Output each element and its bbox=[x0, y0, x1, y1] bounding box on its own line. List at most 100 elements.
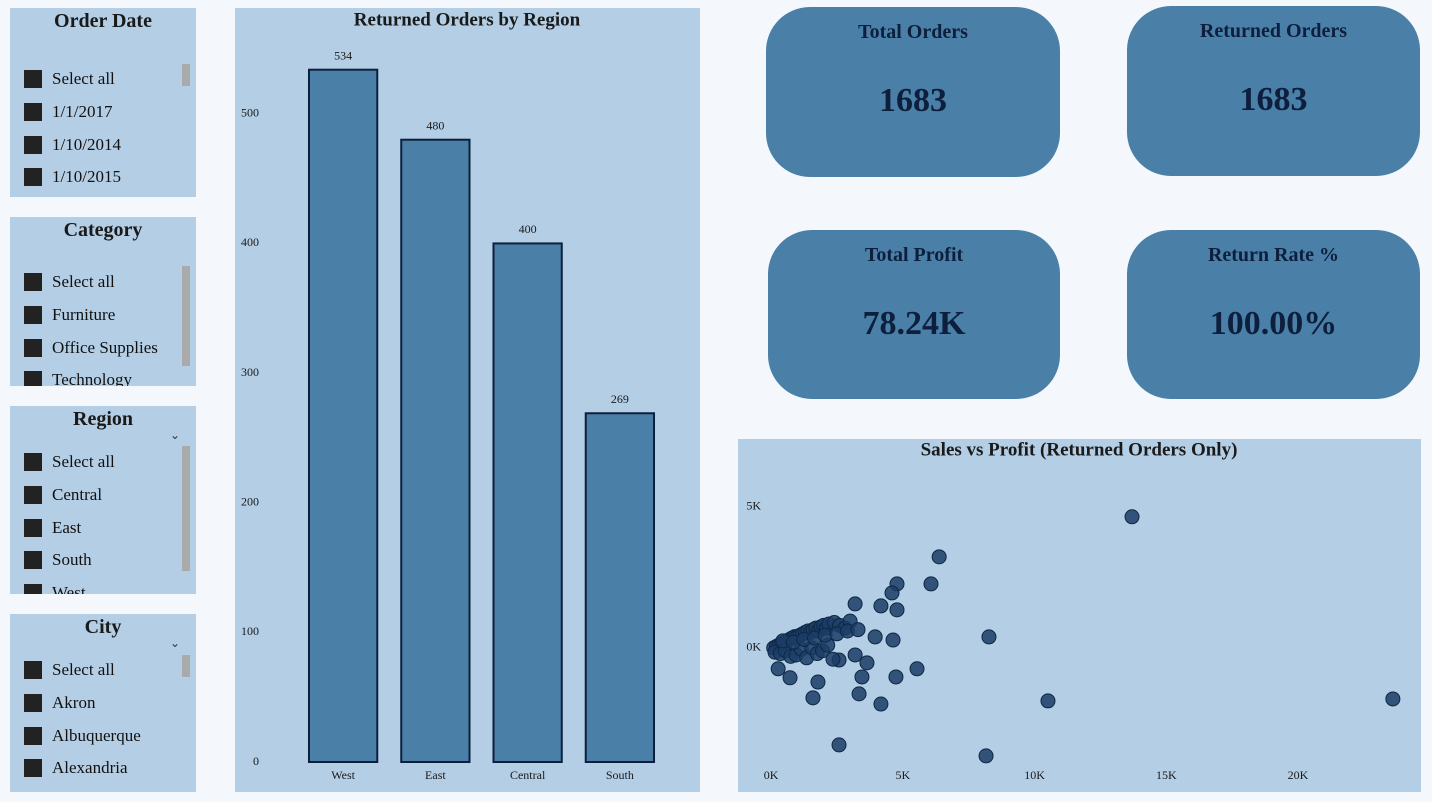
slicer-item-label: Select all bbox=[52, 272, 115, 292]
point bbox=[931, 549, 947, 565]
y-tick-label: 200 bbox=[241, 494, 259, 508]
x-tick-label: Central bbox=[510, 768, 546, 782]
slicer-item-label: South bbox=[52, 550, 92, 570]
point bbox=[888, 669, 904, 685]
slicer-item[interactable]: Technology bbox=[24, 364, 176, 386]
slicer-item[interactable]: Albuquerque bbox=[24, 719, 176, 752]
slicer-item[interactable]: Select all bbox=[24, 266, 176, 299]
x-tick-label: East bbox=[425, 768, 446, 782]
kpi-card: Returned Orders 1683 bbox=[1127, 6, 1420, 176]
checkbox[interactable] bbox=[24, 338, 42, 357]
checkbox[interactable] bbox=[24, 135, 42, 154]
slicer-item[interactable]: Select all bbox=[24, 446, 176, 479]
slicer-item-label: Akron bbox=[52, 693, 96, 713]
checkbox[interactable] bbox=[24, 103, 42, 122]
point bbox=[782, 670, 798, 686]
checkbox[interactable] bbox=[24, 518, 42, 537]
slicer-item[interactable]: Select all bbox=[24, 63, 176, 96]
kpi-card: Total Profit 78.24K bbox=[768, 230, 1060, 399]
scrollbar[interactable] bbox=[182, 655, 190, 677]
slicer-title: City bbox=[84, 616, 122, 638]
checkbox[interactable] bbox=[24, 453, 42, 472]
slicer-item-label: 1/10/2015 bbox=[52, 167, 121, 187]
bar bbox=[307, 68, 379, 763]
scrollbar[interactable] bbox=[182, 266, 190, 366]
checkbox[interactable] bbox=[24, 306, 42, 325]
x-tick-label: West bbox=[331, 768, 355, 782]
kpi-value: 78.24K bbox=[862, 305, 966, 342]
point bbox=[889, 602, 905, 618]
point bbox=[873, 598, 889, 614]
x-tick-label: 5K bbox=[895, 768, 910, 782]
slicer-item[interactable]: South bbox=[24, 544, 176, 577]
slicer: Category Select all Furniture Office Suppli… bbox=[10, 217, 196, 386]
point bbox=[885, 632, 901, 648]
slicer-item[interactable]: 1/10/2014 bbox=[24, 128, 176, 161]
checkbox[interactable] bbox=[24, 486, 42, 505]
point bbox=[850, 622, 866, 638]
y-tick-label: 5K bbox=[746, 499, 761, 513]
scrollbar[interactable] bbox=[182, 446, 190, 571]
dropdown-chevron[interactable]: ⌄ bbox=[169, 428, 180, 442]
x-tick-label: 20K bbox=[1288, 768, 1309, 782]
checkbox[interactable] bbox=[24, 70, 42, 89]
point bbox=[847, 647, 863, 663]
data-label: 480 bbox=[426, 118, 444, 132]
slicer-item[interactable]: Office Supplies bbox=[24, 331, 176, 364]
slicer-item[interactable]: 1/1/2017 bbox=[24, 96, 176, 129]
slicer-item-label: Alexandria bbox=[52, 758, 128, 778]
checkbox[interactable] bbox=[24, 168, 42, 187]
checkbox[interactable] bbox=[24, 661, 42, 680]
chart-title: Returned Orders by Region bbox=[354, 9, 581, 30]
checkbox[interactable] bbox=[24, 759, 42, 778]
kpi-card: Return Rate % 100.00% bbox=[1127, 230, 1420, 399]
slicer: City ⌄ Select all Akron Albuquerque Alexandri… bbox=[10, 614, 196, 792]
point bbox=[1124, 509, 1140, 525]
data-label: 400 bbox=[519, 222, 537, 236]
slicer-item-label: Albuquerque bbox=[52, 725, 141, 745]
slicer-item[interactable]: 1/10/2015 bbox=[24, 161, 176, 194]
x-tick-label: 10K bbox=[1024, 768, 1045, 782]
slicer: Region ⌄ Select all Central East South West bbox=[10, 406, 196, 594]
slicer-item-label: 1/10/2014 bbox=[52, 134, 121, 154]
chart-title: Sales vs Profit (Returned Orders Only) bbox=[921, 439, 1238, 460]
x-tick-label: 15K bbox=[1156, 768, 1177, 782]
slicer-item-label: Select all bbox=[52, 69, 115, 89]
checkbox[interactable] bbox=[24, 273, 42, 292]
x-tick-label: South bbox=[606, 768, 634, 782]
slicer-items: Select all Akron Albuquerque Alexandria bbox=[24, 654, 176, 792]
point bbox=[884, 585, 900, 601]
checkbox[interactable] bbox=[24, 584, 42, 594]
point bbox=[909, 661, 925, 677]
slicer-item[interactable]: East bbox=[24, 511, 176, 544]
point bbox=[873, 696, 889, 712]
slicer-item-label: East bbox=[52, 517, 82, 537]
checkbox[interactable] bbox=[24, 694, 42, 713]
point bbox=[770, 661, 786, 677]
kpi-title: Return Rate % bbox=[1207, 244, 1340, 266]
slicer-item[interactable]: Select all bbox=[24, 654, 176, 687]
slicer-title: Category bbox=[63, 219, 143, 241]
scrollbar[interactable] bbox=[182, 64, 190, 86]
point bbox=[831, 737, 847, 753]
checkbox[interactable] bbox=[24, 371, 42, 386]
checkbox[interactable] bbox=[24, 551, 42, 570]
slicer-item-label: Select all bbox=[52, 452, 115, 472]
slicer-item-label: 1/1/2017 bbox=[52, 102, 113, 122]
slicer-item[interactable]: Furniture bbox=[24, 299, 176, 332]
dropdown-chevron[interactable]: ⌄ bbox=[169, 636, 180, 650]
slicer-item[interactable]: Alexandria bbox=[24, 752, 176, 785]
slicer-item[interactable]: Akron bbox=[24, 687, 176, 720]
slicer-item-label: Central bbox=[52, 485, 103, 505]
slicer-item-label: Technology bbox=[52, 370, 133, 386]
slicer-item[interactable]: Central bbox=[24, 479, 176, 512]
y-tick-label: 100 bbox=[241, 624, 259, 638]
slicer-item[interactable]: West bbox=[24, 577, 176, 594]
checkbox[interactable] bbox=[24, 726, 42, 745]
kpi-value: 100.00% bbox=[1209, 305, 1338, 342]
slicer-items: Select all Central East South West bbox=[24, 446, 176, 594]
point bbox=[923, 576, 939, 592]
data-label: 534 bbox=[334, 48, 352, 62]
slicer-items: Select all Furniture Office Supplies Techno… bbox=[24, 266, 176, 386]
bar bbox=[584, 412, 656, 763]
